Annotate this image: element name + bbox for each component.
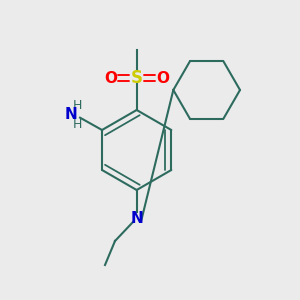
Text: S: S [131, 69, 143, 87]
Text: H: H [72, 118, 82, 131]
Text: H: H [72, 99, 82, 112]
Text: O: O [156, 71, 169, 86]
Text: O: O [104, 71, 118, 86]
Text: N: N [130, 211, 143, 226]
Text: N: N [65, 107, 77, 122]
